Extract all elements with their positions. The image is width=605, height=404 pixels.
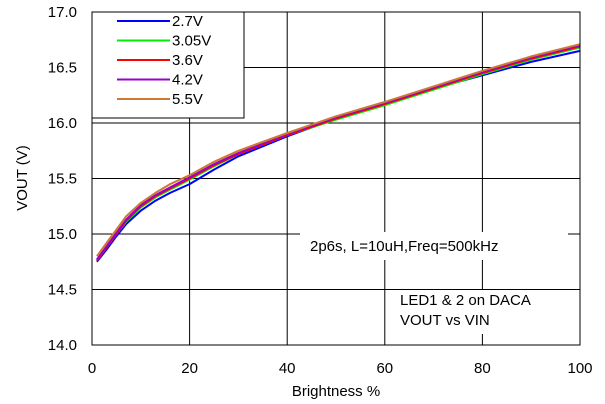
series-lines: [96, 43, 581, 263]
legend-label-2.7V: 2.7V: [172, 13, 203, 30]
legend-label-3.6V: 3.6V: [172, 52, 203, 69]
plot-frame: [91, 11, 581, 346]
y-tick-label: 15.0: [48, 226, 77, 243]
y-tick-label: 17.0: [48, 4, 77, 21]
y-tick-label: 15.5: [48, 171, 77, 188]
x-tick-label: 80: [474, 360, 491, 377]
x-axis-title: Brightness %: [292, 383, 380, 400]
annotation-led-config: LED1 & 2 on DACA: [400, 292, 531, 309]
legend-label-5.5V: 5.5V: [172, 91, 203, 108]
x-tick-label: 20: [181, 360, 198, 377]
y-tick-label: 14.5: [48, 282, 77, 299]
y-axis-title: VOUT (V): [14, 145, 31, 211]
annotation-description: VOUT vs VIN: [400, 312, 490, 329]
y-tick-label: 16.0: [48, 115, 77, 132]
x-tick-label: 0: [88, 360, 96, 377]
x-tick-label: 40: [279, 360, 296, 377]
series-line-4.2V: [96, 44, 581, 261]
annotation-box-2-bg: [392, 290, 542, 334]
y-axis-tick-labels: 14.0 14.5 15.0 15.5 16.0 16.5 17.0: [48, 4, 77, 354]
legend-box: [91, 11, 245, 119]
y-tick-label: 14.0: [48, 337, 77, 354]
legend: 2.7V 3.05V 3.6V 4.2V 5.5V: [91, 11, 245, 119]
annotation-conditions: 2p6s, L=10uH,Freq=500kHz: [310, 238, 498, 255]
x-axis-tick-labels: 0 20 40 60 80 100: [88, 360, 593, 377]
legend-label-4.2V: 4.2V: [172, 72, 203, 89]
x-tick-label: 60: [376, 360, 393, 377]
y-tick-label: 16.5: [48, 60, 77, 77]
series-line-5.5V: [96, 43, 581, 257]
x-tick-label: 100: [567, 360, 592, 377]
legend-label-3.05V: 3.05V: [172, 33, 211, 50]
annotation-box-1-bg: [300, 232, 568, 260]
